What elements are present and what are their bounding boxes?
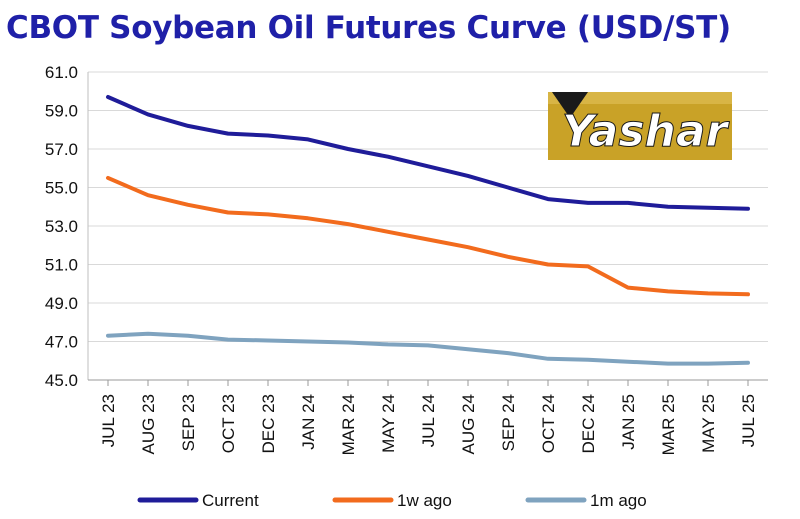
- y-tick-label: 51.0: [45, 256, 78, 275]
- legend-label: 1m ago: [590, 491, 647, 510]
- y-tick-label: 45.0: [45, 371, 78, 390]
- x-tick-label: DEC 23: [259, 394, 278, 454]
- series-line-1w-ago: [106, 175, 750, 297]
- legend-label: Current: [202, 491, 259, 510]
- x-tick-label: JUL 24: [419, 394, 438, 447]
- x-tick-label: MAR 25: [659, 394, 678, 455]
- legend-label: 1w ago: [397, 491, 452, 510]
- x-tick-label: SEP 24: [499, 394, 518, 451]
- x-tick-label: MAY 24: [379, 394, 398, 453]
- y-tick-label: 59.0: [45, 102, 78, 121]
- series-lines: [106, 95, 750, 366]
- chart-title: CBOT Soybean Oil Futures Curve (USD/ST): [6, 10, 731, 46]
- y-tick-label: 57.0: [45, 140, 78, 159]
- series-line-1m-ago: [106, 331, 750, 366]
- x-tick-label: JAN 25: [619, 394, 638, 450]
- logo-text: Yashar: [562, 106, 730, 157]
- y-tick-label: 53.0: [45, 217, 78, 236]
- y-tick-label: 61.0: [45, 63, 78, 82]
- x-tick-label: DEC 24: [579, 394, 598, 454]
- x-tick-label: OCT 24: [539, 394, 558, 453]
- x-tick-label: MAR 24: [339, 394, 358, 455]
- x-tick-labels: JUL 23 AUG 23 SEP 23 OCT 23 DEC 23 JAN 24 MAR …: [99, 394, 758, 455]
- x-tick-label: AUG 23: [139, 394, 158, 454]
- axes: [87, 72, 768, 386]
- x-tick-label: JAN 24: [299, 394, 318, 450]
- y-tick-label: 49.0: [45, 294, 78, 313]
- legend: Current 1w ago 1m ago: [137, 491, 647, 510]
- y-tick-labels: 45.0 47.0 49.0 51.0 53.0 55.0 57.0 59.0 61.0: [45, 63, 78, 390]
- yashar-logo: Yashar: [548, 92, 732, 160]
- x-tick-label: MAY 25: [699, 394, 718, 453]
- x-tick-label: JUL 23: [99, 394, 118, 447]
- x-tick-label: JUL 25: [739, 394, 758, 447]
- x-tick-label: SEP 23: [179, 394, 198, 451]
- y-tick-label: 47.0: [45, 333, 78, 352]
- x-tick-label: OCT 23: [219, 394, 238, 453]
- logo-triangle: [552, 92, 588, 118]
- y-tick-label: 55.0: [45, 179, 78, 198]
- x-tick-label: AUG 24: [459, 394, 478, 454]
- series-line-current: [106, 95, 750, 211]
